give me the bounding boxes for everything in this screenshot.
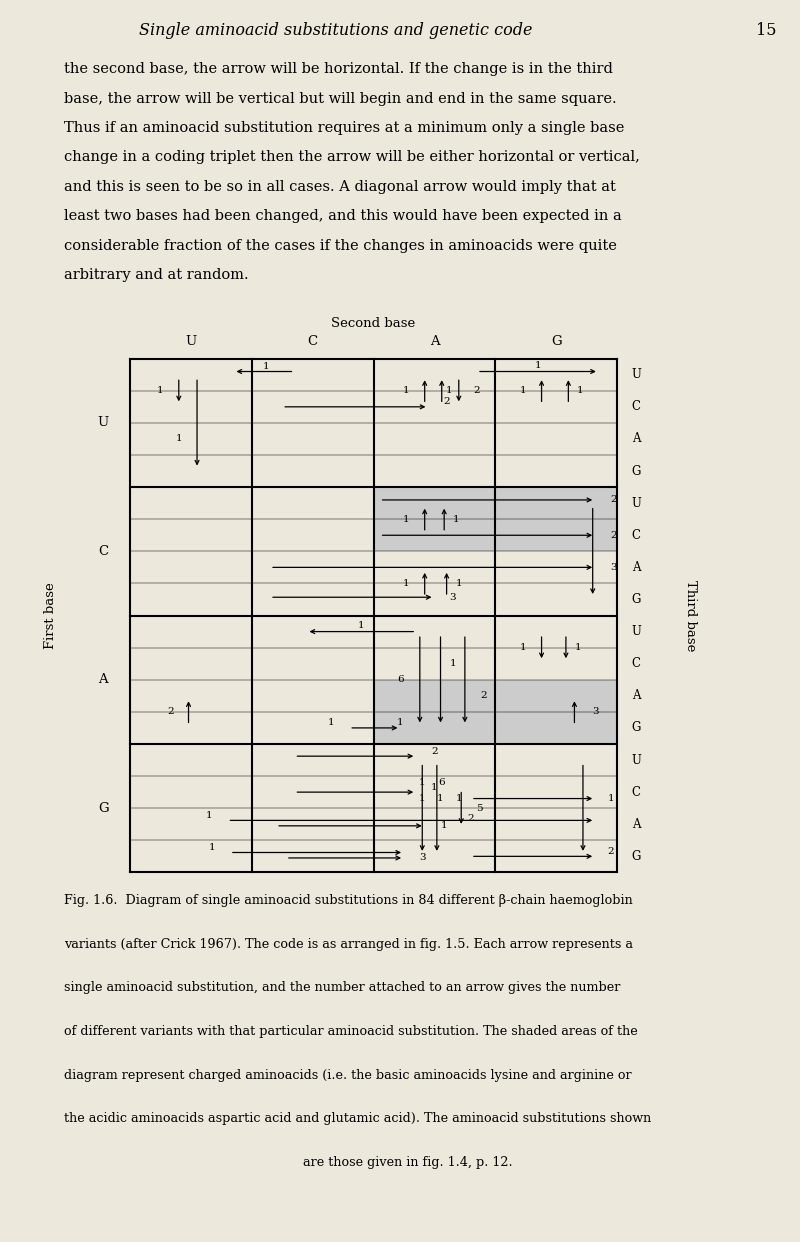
- Text: 1: 1: [520, 643, 526, 652]
- Text: A: A: [430, 334, 439, 348]
- Text: 2: 2: [167, 708, 174, 717]
- Text: 1: 1: [419, 777, 426, 787]
- Text: 1: 1: [358, 621, 365, 630]
- Text: 1: 1: [455, 794, 462, 804]
- Text: the acidic aminoacids aspartic acid and glutamic acid). The aminoacid substituti: the acidic aminoacids aspartic acid and …: [64, 1113, 651, 1125]
- Text: 1: 1: [438, 794, 444, 804]
- Text: 1: 1: [520, 386, 526, 395]
- Text: 5: 5: [476, 804, 482, 812]
- Text: 1: 1: [328, 718, 334, 727]
- Text: 1: 1: [403, 579, 410, 587]
- Text: 1: 1: [397, 718, 404, 727]
- Text: Fig. 1.6.  Diagram of single aminoacid substitutions in 84 different β-chain hae: Fig. 1.6. Diagram of single aminoacid su…: [64, 894, 633, 907]
- Text: 1: 1: [455, 579, 462, 587]
- Bar: [495, 487, 617, 519]
- Text: considerable fraction of the cases if the changes in aminoacids were quite: considerable fraction of the cases if th…: [64, 238, 617, 252]
- Text: 1: 1: [419, 794, 426, 804]
- Text: A: A: [98, 673, 108, 687]
- Text: U: U: [632, 754, 642, 766]
- Text: 3: 3: [610, 563, 617, 571]
- Text: Thus if an aminoacid substitution requires at a minimum only a single base: Thus if an aminoacid substitution requir…: [64, 120, 624, 135]
- Text: C: C: [632, 400, 641, 414]
- Text: 1: 1: [403, 386, 410, 395]
- Text: G: G: [632, 465, 641, 477]
- Text: G: G: [632, 592, 641, 606]
- Text: variants (after Crick 1967). The code is as arranged in fig. 1.5. Each arrow rep: variants (after Crick 1967). The code is…: [64, 938, 633, 951]
- Text: 2: 2: [610, 496, 617, 504]
- Text: 1: 1: [208, 843, 215, 852]
- Text: diagram represent charged aminoacids (i.e. the basic aminoacids lysine and argin: diagram represent charged aminoacids (i.…: [64, 1068, 632, 1082]
- Text: 15: 15: [755, 22, 776, 40]
- Text: C: C: [632, 657, 641, 671]
- Bar: [374, 519, 495, 551]
- Bar: [495, 519, 617, 551]
- Text: 1: 1: [403, 514, 410, 524]
- Text: G: G: [98, 801, 109, 815]
- Text: 1: 1: [574, 643, 582, 652]
- Text: 1: 1: [263, 361, 270, 370]
- Text: C: C: [98, 545, 108, 558]
- Text: 2: 2: [610, 530, 617, 540]
- Text: 2: 2: [474, 386, 480, 395]
- Text: C: C: [632, 529, 641, 542]
- Bar: [374, 487, 495, 519]
- Text: U: U: [632, 625, 642, 638]
- Bar: [495, 712, 617, 744]
- Text: Third base: Third base: [683, 580, 697, 651]
- Bar: [374, 712, 495, 744]
- Text: 1: 1: [431, 782, 438, 792]
- Text: C: C: [308, 334, 318, 348]
- Text: G: G: [632, 722, 641, 734]
- Text: are those given in fig. 1.4, p. 12.: are those given in fig. 1.4, p. 12.: [303, 1156, 513, 1169]
- Text: U: U: [632, 368, 642, 381]
- Text: 6: 6: [438, 777, 445, 787]
- Text: 1: 1: [158, 386, 164, 395]
- Text: 1: 1: [453, 514, 460, 524]
- Text: 3: 3: [450, 592, 456, 601]
- Text: A: A: [632, 817, 640, 831]
- Text: 2: 2: [480, 692, 486, 700]
- Text: A: A: [632, 432, 640, 446]
- Text: 6: 6: [397, 676, 404, 684]
- Text: least two bases had been changed, and this would have been expected in a: least two bases had been changed, and th…: [64, 209, 622, 224]
- Text: A: A: [632, 561, 640, 574]
- Text: 1: 1: [175, 435, 182, 443]
- Text: and this is seen to be so in all cases. A diagonal arrow would imply that at: and this is seen to be so in all cases. …: [64, 180, 616, 194]
- Text: 3: 3: [592, 708, 598, 717]
- Text: 1: 1: [206, 811, 213, 820]
- Text: First base: First base: [45, 582, 58, 648]
- Text: base, the arrow will be vertical but will begin and end in the same square.: base, the arrow will be vertical but wil…: [64, 92, 617, 106]
- Text: arbitrary and at random.: arbitrary and at random.: [64, 268, 249, 282]
- Text: change in a coding triplet then the arrow will be either horizontal or vertical,: change in a coding triplet then the arro…: [64, 150, 640, 164]
- Text: 2: 2: [443, 397, 450, 406]
- Text: Single aminoacid substitutions and genetic code: Single aminoacid substitutions and genet…: [139, 22, 533, 40]
- Text: G: G: [632, 850, 641, 863]
- Text: 1: 1: [450, 660, 456, 668]
- Text: A: A: [632, 689, 640, 702]
- Text: the second base, the arrow will be horizontal. If the change is in the third: the second base, the arrow will be horiz…: [64, 62, 613, 76]
- Text: 1: 1: [608, 794, 614, 804]
- Text: 1: 1: [441, 821, 447, 831]
- Text: U: U: [186, 334, 197, 348]
- Text: 3: 3: [419, 853, 426, 862]
- Text: U: U: [632, 497, 642, 509]
- Text: 1: 1: [534, 361, 542, 370]
- Bar: [495, 679, 617, 712]
- Text: G: G: [551, 334, 562, 348]
- Text: C: C: [632, 786, 641, 799]
- Text: Second base: Second base: [331, 317, 416, 330]
- Text: 1: 1: [578, 386, 584, 395]
- Text: 2: 2: [608, 847, 614, 856]
- Text: of different variants with that particular aminoacid substitution. The shaded ar: of different variants with that particul…: [64, 1025, 638, 1038]
- Text: 2: 2: [468, 814, 474, 823]
- Text: U: U: [98, 416, 109, 430]
- Text: single aminoacid substitution, and the number attached to an arrow gives the num: single aminoacid substitution, and the n…: [64, 981, 620, 995]
- Text: 2: 2: [431, 746, 438, 756]
- Bar: [374, 679, 495, 712]
- Text: 1: 1: [446, 386, 452, 395]
